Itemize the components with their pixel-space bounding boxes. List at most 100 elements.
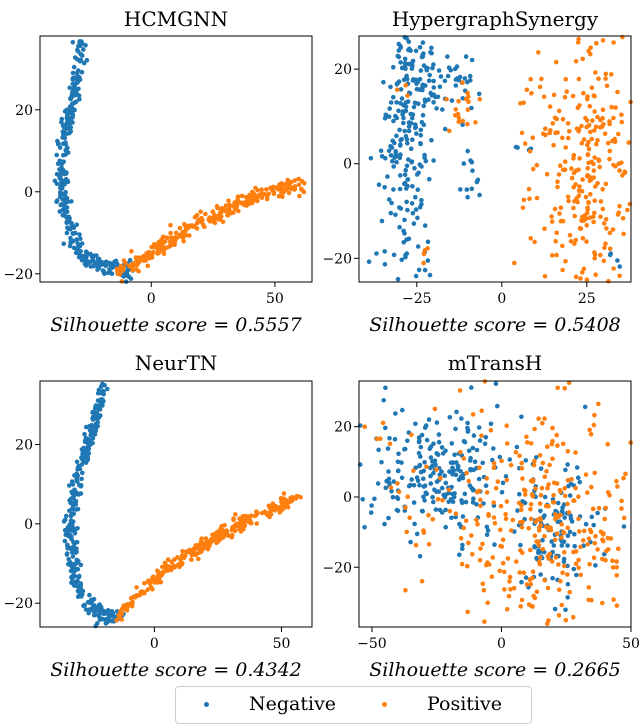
point-positive (500, 560, 506, 566)
point-negative (425, 258, 431, 263)
point-negative (569, 519, 575, 524)
point-negative (414, 81, 419, 86)
point-positive (601, 258, 607, 264)
point-negative (470, 488, 476, 493)
point-negative (431, 158, 436, 163)
point-positive (160, 564, 165, 570)
point-positive (544, 468, 549, 474)
point-negative (83, 254, 89, 260)
point-positive (528, 76, 533, 82)
point-negative (79, 462, 85, 467)
point-positive (512, 260, 517, 266)
point-negative (428, 481, 434, 486)
point-positive (619, 506, 624, 511)
point-positive (614, 478, 619, 484)
point-negative (381, 79, 386, 85)
point-positive (490, 555, 496, 560)
point-positive (227, 202, 232, 208)
point-negative (463, 54, 469, 59)
point-positive (461, 456, 467, 461)
point-positive (292, 178, 298, 183)
point-positive (492, 520, 498, 526)
point-negative (476, 425, 482, 430)
point-positive (407, 515, 413, 520)
point-positive (547, 104, 553, 109)
point-negative (456, 477, 462, 482)
point-negative (396, 108, 401, 114)
point-positive (248, 521, 254, 526)
point-positive (519, 507, 524, 513)
point-negative (469, 57, 475, 63)
point-positive (491, 465, 497, 471)
point-negative (406, 120, 412, 126)
point-positive (211, 534, 216, 540)
point-negative (78, 249, 83, 254)
point-positive (552, 206, 558, 212)
point-negative (70, 554, 76, 559)
point-negative (58, 171, 63, 177)
point-positive (572, 241, 577, 246)
point-negative (103, 263, 109, 269)
point-negative (379, 218, 385, 224)
point-negative (462, 439, 468, 445)
point-positive (120, 605, 126, 611)
point-positive (530, 135, 536, 140)
point-negative (62, 201, 68, 206)
point-positive (491, 500, 497, 505)
point-positive (619, 160, 624, 165)
point-negative (436, 432, 442, 437)
point-negative (474, 179, 480, 185)
panel-title: HCMGNN (124, 7, 228, 31)
point-positive (538, 522, 544, 528)
point-positive (565, 121, 571, 126)
point-negative (406, 124, 412, 129)
point-negative (399, 257, 405, 263)
figure: HCMGNN 0 50 −20 0 20 Silhouette score = 0.55… (3, 7, 639, 680)
point-negative (100, 617, 106, 622)
point-negative (90, 415, 95, 421)
point-positive (120, 268, 125, 274)
point-positive (127, 264, 132, 269)
point-negative (368, 510, 374, 515)
point-positive (571, 205, 576, 211)
point-negative (388, 84, 393, 90)
point-negative (426, 417, 432, 422)
point-negative (450, 491, 455, 497)
point-positive (223, 203, 229, 208)
point-positive (572, 213, 577, 219)
point-negative (67, 85, 72, 91)
point-positive (508, 528, 514, 533)
point-negative (449, 441, 455, 446)
point-positive (569, 166, 574, 171)
point-positive (520, 205, 526, 210)
point-positive (590, 118, 595, 123)
point-positive (609, 72, 614, 77)
point-positive (523, 488, 528, 494)
point-positive (506, 593, 512, 599)
point-positive (607, 230, 613, 236)
point-positive (573, 485, 578, 491)
point-negative (90, 410, 95, 415)
point-positive (619, 112, 624, 118)
point-positive (465, 107, 471, 113)
point-negative (71, 64, 77, 70)
point-negative (480, 460, 486, 466)
point-negative (95, 419, 100, 425)
point-negative (69, 511, 75, 517)
point-positive (528, 236, 533, 241)
point-negative (374, 251, 379, 256)
point-negative (426, 78, 432, 83)
point-negative (615, 258, 620, 263)
point-positive (199, 541, 205, 547)
point-positive (595, 114, 600, 120)
point-negative (73, 99, 79, 105)
points-layer (61, 381, 304, 629)
point-negative (422, 498, 427, 503)
point-positive (259, 187, 265, 192)
point-positive (602, 131, 608, 137)
point-negative (393, 113, 398, 119)
point-negative (383, 155, 388, 161)
point-positive (562, 386, 567, 391)
point-positive (536, 543, 542, 548)
point-negative (538, 508, 543, 514)
